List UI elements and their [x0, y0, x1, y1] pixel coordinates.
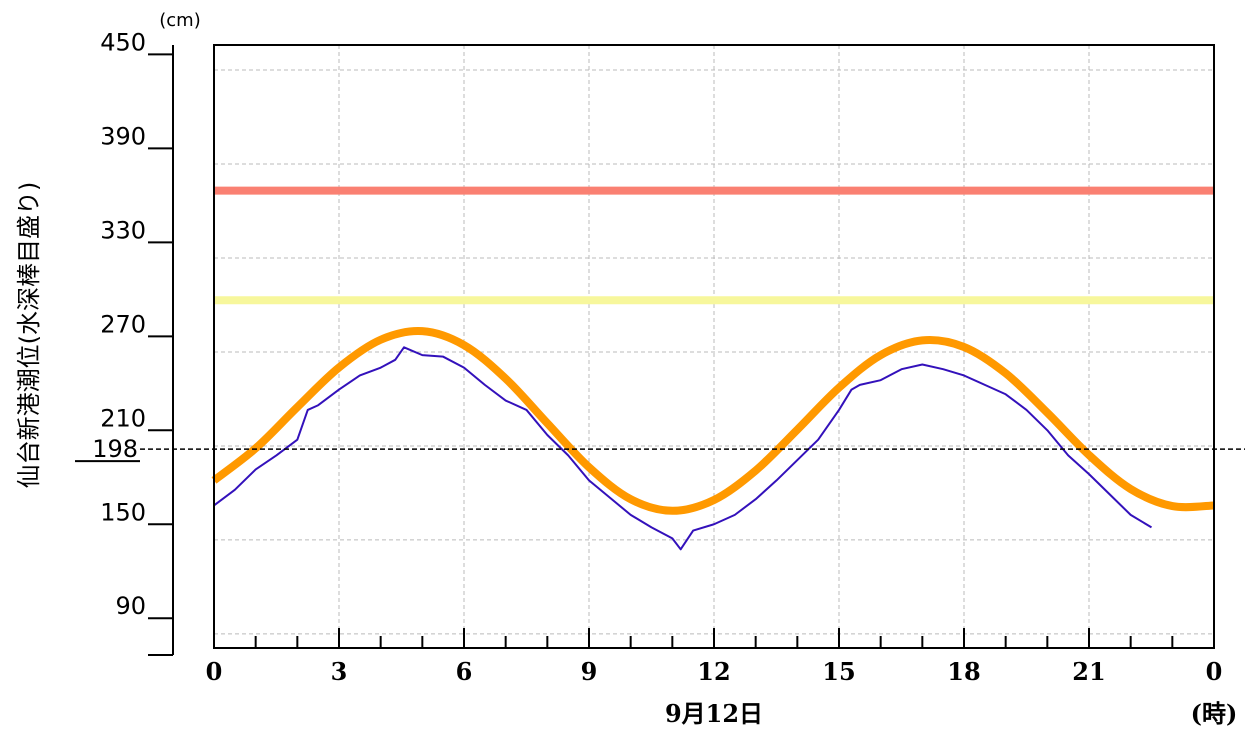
- series-line: [213, 346, 1153, 551]
- plot-frame: [213, 44, 1215, 649]
- y-tick-label: 90: [115, 592, 146, 620]
- y-tick-label: 450: [100, 28, 146, 56]
- y-tick-label: 210: [100, 404, 146, 432]
- x-tick-label: 9: [581, 657, 598, 686]
- x-tick-label: 6: [456, 657, 473, 686]
- y-tick-label: 150: [100, 498, 146, 526]
- y-tick-label: 330: [100, 216, 146, 244]
- x-axis-label: 9月12日: [665, 699, 763, 727]
- x-tick-label: 0: [206, 657, 223, 686]
- x-unit: (時): [1191, 699, 1238, 727]
- y-unit: (cm): [159, 10, 200, 31]
- y-tick-label: 390: [100, 122, 146, 150]
- x-tick-label: 21: [1072, 657, 1105, 686]
- x-tick-label: 15: [822, 657, 855, 686]
- x-tick-label: 0: [1206, 657, 1223, 686]
- x-tick-label: 12: [697, 657, 730, 686]
- y-axis-label: 仙台新港潮位(水深棒目盛り): [15, 182, 43, 489]
- x-tick-label: 18: [947, 657, 980, 686]
- x-tick-label: 3: [331, 657, 348, 686]
- reference-label: 198: [92, 435, 138, 463]
- series-line: [211, 327, 1215, 515]
- y-tick-label: 270: [100, 310, 146, 338]
